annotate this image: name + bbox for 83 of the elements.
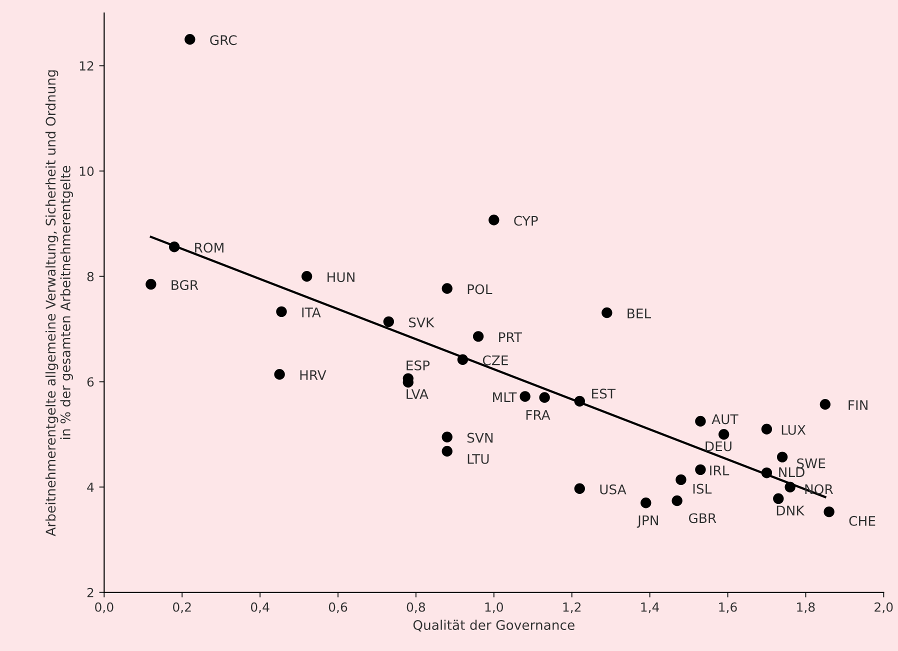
y-tick-label: 8 bbox=[87, 272, 94, 282]
annotation: DNK bbox=[776, 506, 805, 516]
annotation: NLD bbox=[779, 467, 804, 478]
point bbox=[761, 467, 772, 478]
point bbox=[784, 482, 796, 492]
y-tick-label: 2 bbox=[87, 588, 94, 598]
point bbox=[773, 493, 784, 504]
annotation: BGR bbox=[172, 280, 198, 290]
annotation: ROM bbox=[195, 242, 224, 253]
point bbox=[695, 416, 706, 427]
point bbox=[602, 307, 612, 318]
annotation: POL bbox=[468, 284, 492, 294]
annotation: PRT bbox=[499, 332, 522, 342]
x-tick-label: 1,0 bbox=[485, 602, 504, 614]
annotation: ESP bbox=[406, 360, 430, 370]
point bbox=[146, 278, 156, 290]
point bbox=[442, 283, 452, 294]
annotation: BEL bbox=[628, 308, 652, 318]
point bbox=[672, 495, 682, 506]
annotation: CHE bbox=[849, 516, 876, 526]
annotation: CYP bbox=[514, 216, 538, 226]
x-tick-label: 1,2 bbox=[563, 602, 581, 614]
point bbox=[640, 498, 652, 508]
point bbox=[301, 271, 312, 282]
annotation: FIN bbox=[848, 400, 868, 410]
point bbox=[488, 214, 500, 226]
annotation: LTU bbox=[468, 454, 489, 464]
annotation: HUN bbox=[328, 272, 354, 282]
annotation: JPN bbox=[636, 515, 658, 528]
point bbox=[676, 474, 686, 486]
x-axis-title: Qualität der Governance bbox=[413, 620, 574, 632]
point bbox=[695, 464, 706, 476]
y-tick-label: 10 bbox=[80, 166, 94, 176]
annotation: AUT bbox=[712, 414, 738, 424]
point bbox=[761, 424, 772, 434]
x-tick-label: 0,6 bbox=[328, 602, 348, 614]
x-tick-label: 0,0 bbox=[95, 602, 114, 614]
point bbox=[168, 242, 180, 252]
annotation: ISL bbox=[693, 484, 712, 494]
x-tick-label: 0,2 bbox=[173, 602, 191, 614]
point bbox=[520, 391, 530, 402]
point bbox=[442, 432, 452, 442]
annotation: SVN bbox=[467, 432, 493, 443]
annotation: ITA bbox=[302, 308, 321, 318]
point bbox=[274, 368, 285, 380]
point bbox=[276, 306, 287, 318]
annotation: SVK bbox=[408, 317, 434, 328]
x-tick-label: 1,4 bbox=[641, 602, 660, 614]
x-tick-label: 1,8 bbox=[797, 602, 815, 614]
annotation: MLT bbox=[493, 392, 517, 402]
x-tick-label: 0,4 bbox=[250, 602, 270, 614]
annotation: FRA bbox=[526, 410, 550, 420]
y-tick-label: 12 bbox=[80, 61, 94, 70]
y-tick-label: 4 bbox=[87, 482, 94, 492]
annotation: GBR bbox=[688, 513, 716, 524]
annotation: USA bbox=[600, 484, 626, 494]
annotation: NOR bbox=[805, 484, 834, 494]
point bbox=[824, 506, 834, 518]
annotation: IRL bbox=[710, 466, 730, 476]
point bbox=[457, 354, 468, 365]
point bbox=[472, 331, 484, 342]
point bbox=[574, 396, 585, 407]
y-tick-label: 6 bbox=[87, 377, 94, 387]
point bbox=[184, 34, 196, 45]
annotation: HRV bbox=[300, 370, 326, 380]
x-tick-label: 1,6 bbox=[719, 602, 737, 614]
annotation: LVA bbox=[406, 389, 428, 399]
x-tick-label: 2,0 bbox=[874, 602, 893, 614]
annotation: LUX bbox=[782, 425, 806, 435]
x-tick-label: 0,8 bbox=[406, 602, 426, 614]
annotation: EST bbox=[592, 388, 616, 399]
point bbox=[442, 446, 452, 457]
annotation: CZE bbox=[482, 355, 508, 366]
point bbox=[539, 392, 550, 403]
y-axis-title: Arbeitnehmerentgelte allgemeine Verwaltung, Sicherheit und Ordnung in % der gesamten Arbeitnehmerentgelte bbox=[45, 70, 73, 536]
point bbox=[718, 429, 730, 440]
annotation: SWE bbox=[797, 458, 826, 468]
point bbox=[574, 483, 585, 494]
annotation: GRC bbox=[210, 35, 237, 46]
point bbox=[383, 316, 394, 328]
point bbox=[820, 399, 831, 410]
annotation: DEU bbox=[706, 441, 732, 452]
point bbox=[776, 452, 788, 462]
